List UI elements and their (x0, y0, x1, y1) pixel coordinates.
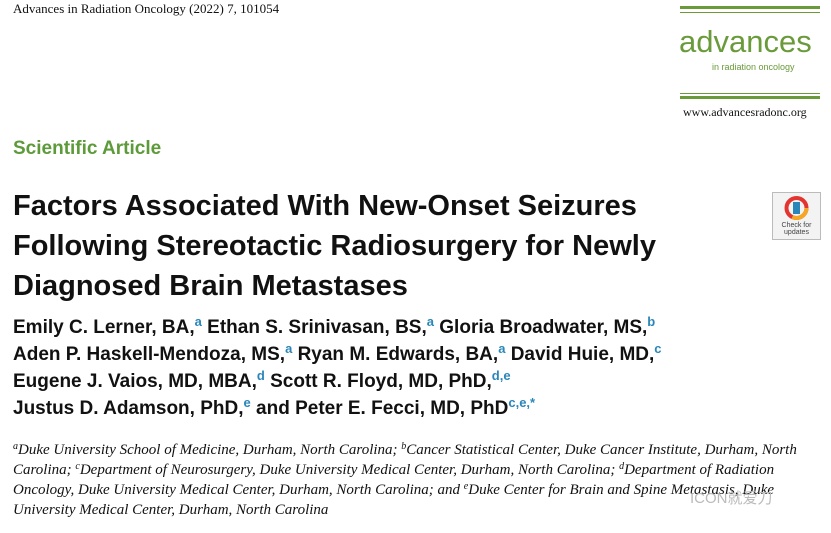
journal-citation: Advances in Radiation Oncology (2022) 7,… (13, 1, 280, 16)
author: Ryan M. Edwards, BA,a (297, 341, 506, 365)
author-affiliation-mark: c (654, 341, 662, 356)
author-name: Scott R. Floyd, MD, PhD, (270, 371, 492, 392)
author-name: Eugene J. Vaios, MD, MBA, (13, 371, 257, 392)
author-name: David Huie, MD, (510, 344, 655, 365)
author: Emily C. Lerner, BA,a (13, 314, 202, 338)
author: David Huie, MD,c (510, 341, 662, 365)
author-affiliation-mark: c,e,* (508, 395, 536, 410)
affiliation-text: Department of Neurosurgery, Duke Univers… (79, 462, 616, 478)
watermark: ICON就爱刀 (690, 490, 773, 507)
author: and Peter E. Fecci, MD, PhDc,e,* (256, 395, 536, 419)
author-affiliation-mark: a (194, 314, 202, 329)
author-name: and Peter E. Fecci, MD, PhD (256, 398, 509, 419)
journal-logo: advances (679, 24, 812, 59)
author: Justus D. Adamson, PhD,e (13, 395, 251, 419)
author-name: Gloria Broadwater, MS, (439, 317, 648, 338)
author-affiliation-mark: a (426, 314, 434, 329)
logo-rule (680, 93, 820, 94)
author-affiliation-mark: a (498, 341, 506, 356)
author-affiliation-mark: e (243, 395, 251, 410)
affiliation-text: Department of Radiation Oncology, Duke U… (13, 462, 775, 498)
affiliation: bCancer Statistical Center, Duke Cancer … (13, 441, 797, 479)
affiliation: aDuke University School of Medicine, Dur… (13, 441, 398, 459)
author: Ethan S. Srinivasan, BS,a (207, 314, 434, 338)
journal-logo-sub: in radiation oncology (712, 62, 795, 72)
journal-url[interactable]: www.advancesradonc.org (683, 105, 807, 119)
author: Eugene J. Vaios, MD, MBA,d (13, 368, 265, 392)
affiliation: cDepartment of Neurosurgery, Duke Univer… (75, 461, 616, 479)
check-updates-badge[interactable]: Check for updates (772, 192, 821, 240)
author-name: Ryan M. Edwards, BA, (297, 344, 499, 365)
affiliation-text: Duke University School of Medicine, Durh… (18, 442, 398, 458)
affiliation: eDuke Center for Brain and Spine Metasta… (13, 481, 775, 519)
author-line: Emily C. Lerner, BA,a Ethan S. Srinivasa… (13, 314, 662, 341)
affiliation-mark: c (75, 461, 80, 472)
author-line: Justus D. Adamson, PhD,e and Peter E. Fe… (13, 395, 662, 422)
affiliation-mark: d (619, 461, 625, 472)
author-name: Ethan S. Srinivasan, BS, (207, 317, 427, 338)
author: Scott R. Floyd, MD, PhD,d,e (270, 368, 511, 392)
author-list: Emily C. Lerner, BA,a Ethan S. Srinivasa… (13, 314, 662, 422)
affiliation-mark: a (13, 441, 18, 452)
author-affiliation-mark: b (647, 314, 656, 329)
affiliation-mark: e (463, 481, 469, 492)
author-name: Justus D. Adamson, PhD, (13, 398, 244, 419)
author-affiliation-mark: d,e (491, 368, 511, 383)
author-line: Aden P. Haskell-Mendoza, MS,a Ryan M. Ed… (13, 341, 662, 368)
author: Gloria Broadwater, MS,b (439, 314, 656, 338)
author-affiliation-mark: d (256, 368, 265, 383)
author-affiliation-mark: a (285, 341, 293, 356)
author-name: Aden P. Haskell-Mendoza, MS, (13, 344, 286, 365)
affiliation-text: Cancer Statistical Center, Duke Cancer I… (13, 442, 797, 478)
logo-rule (680, 12, 820, 13)
author: Aden P. Haskell-Mendoza, MS,a (13, 341, 293, 365)
affiliation-mark: b (401, 441, 407, 452)
author-line: Eugene J. Vaios, MD, MBA,d Scott R. Floy… (13, 368, 662, 395)
affiliation-text: Duke Center for Brain and Spine Metastas… (13, 482, 775, 518)
logo-rule (680, 6, 820, 9)
logo-rule (680, 96, 820, 99)
badge-icon (784, 196, 809, 220)
author-name: Emily C. Lerner, BA, (13, 317, 195, 338)
affiliations: aDuke University School of Medicine, Dur… (13, 440, 821, 520)
article-title: Factors Associated With New-Onset Seizur… (13, 190, 656, 302)
article-type: Scientific Article (13, 138, 162, 159)
badge-label: Check for updates (781, 222, 812, 236)
affiliation: dDepartment of Radiation Oncology, Duke … (13, 461, 775, 499)
